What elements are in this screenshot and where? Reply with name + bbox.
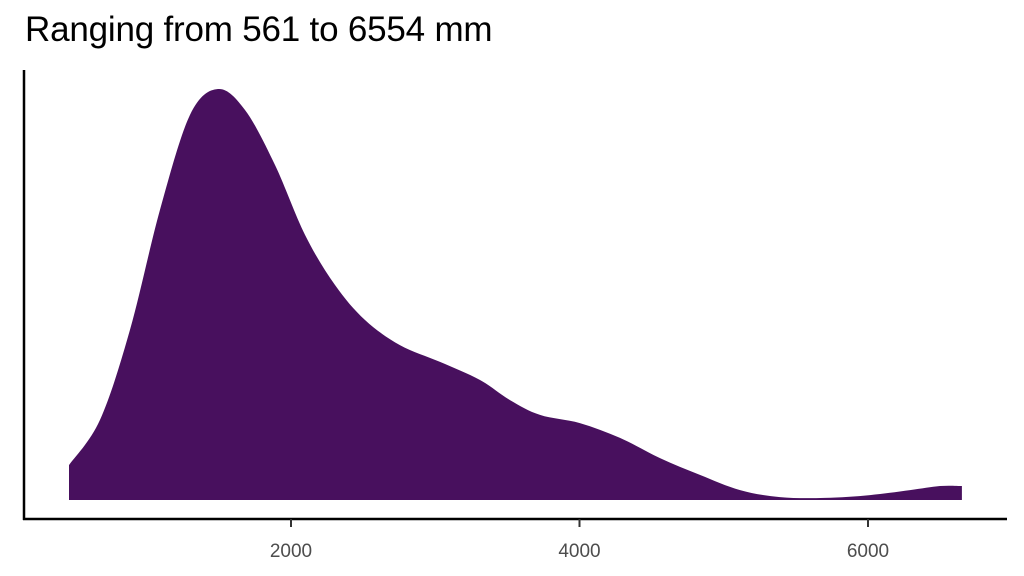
x-axis-ticks: 2000 4000 6000	[270, 519, 889, 562]
x-tick-label: 4000	[558, 541, 600, 562]
density-area	[69, 88, 962, 501]
x-tick-label: 6000	[847, 541, 889, 562]
chart-title: Ranging from 561 to 6554 mm	[25, 10, 493, 49]
x-tick-label: 2000	[270, 541, 312, 562]
